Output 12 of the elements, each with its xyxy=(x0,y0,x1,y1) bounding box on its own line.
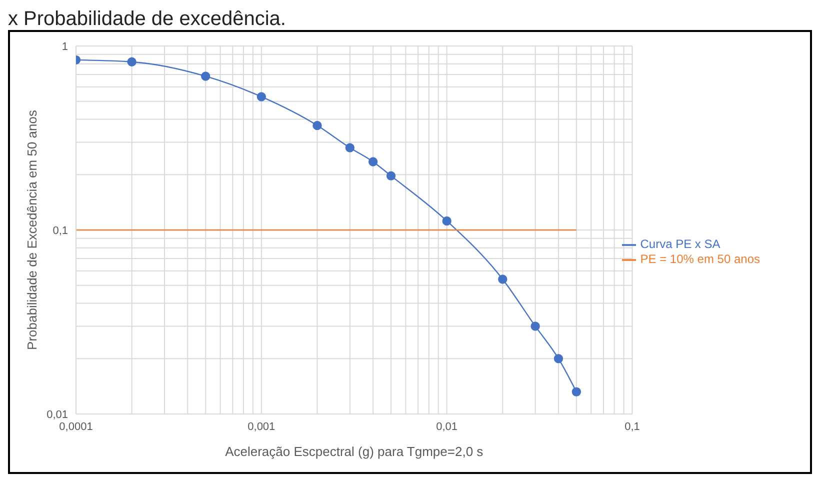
x-axis-title: Aceleração Escpectral (g) para Tgmpe=2,0 s xyxy=(225,444,484,459)
x-tick-label: 0,001 xyxy=(248,420,276,433)
chart-title: x Probabilidade de excedência. xyxy=(8,8,287,30)
y-tick-label: 0,1 xyxy=(52,224,68,237)
y-tick-label: 1 xyxy=(62,40,68,53)
legend-label: PE = 10% em 50 anos xyxy=(640,252,760,266)
x-tick-label: 0,1 xyxy=(624,420,640,433)
y-axis-title: Probabilidade de Excedência em 50 anos xyxy=(24,110,40,350)
x-tick-label: 0,0001 xyxy=(59,420,93,433)
y-tick-label: 0,01 xyxy=(46,408,68,421)
legend-label: Curva PE x SA xyxy=(640,237,720,252)
x-tick-label: 0,01 xyxy=(436,420,458,433)
